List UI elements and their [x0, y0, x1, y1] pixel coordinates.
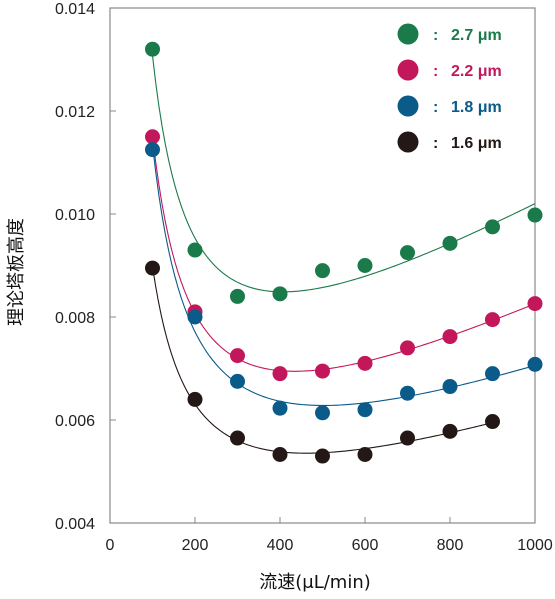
data-point	[187, 242, 203, 258]
data-point	[400, 385, 415, 401]
legend-colon: :	[433, 135, 438, 152]
data-point	[400, 430, 415, 446]
y-tick-label: 0.004	[55, 516, 95, 533]
data-point	[442, 379, 458, 395]
data-point	[315, 448, 330, 464]
data-point	[145, 142, 160, 158]
data-point	[187, 309, 203, 325]
legend-colon: :	[433, 27, 438, 44]
y-axis-label: 理论塔板高度	[6, 218, 27, 326]
y-tick-label: 0.014	[55, 1, 95, 18]
fit-curve	[151, 144, 536, 407]
data-point	[145, 129, 160, 145]
data-point	[145, 41, 160, 57]
x-tick-label: 400	[267, 537, 294, 554]
data-point	[357, 402, 373, 418]
data-point	[272, 286, 288, 302]
data-point	[442, 423, 458, 439]
data-point	[357, 258, 373, 273]
axes	[109, 7, 536, 524]
legend-marker	[397, 95, 419, 117]
fit-curve	[151, 55, 536, 293]
data-points	[145, 41, 543, 464]
x-tick-label: 0	[106, 537, 115, 554]
legend: :2.7 μm: 2.2 μm: 1.8 μm: 1.6 μm	[397, 23, 502, 153]
data-point	[315, 263, 330, 279]
legend-colon: :	[433, 99, 438, 116]
legend-label: 1.6 μm	[451, 135, 502, 152]
x-tick-label: 1000	[517, 537, 553, 554]
data-point	[442, 235, 458, 251]
x-tick-labels: 0 200 400 600 800 1000	[106, 537, 553, 554]
data-point	[527, 207, 543, 223]
data-point	[485, 219, 500, 235]
data-point	[485, 312, 500, 328]
x-tick-label: 600	[352, 537, 379, 554]
x-axis-label: 流速(μL/min)	[259, 572, 371, 593]
data-point	[442, 329, 458, 345]
legend-label: 2.2 μm	[451, 63, 502, 80]
data-point	[315, 363, 330, 379]
fit-curve	[151, 135, 536, 372]
data-point	[230, 430, 245, 446]
data-point	[485, 366, 500, 382]
plot-frame	[109, 7, 536, 524]
data-point	[400, 245, 415, 261]
data-point	[400, 340, 415, 356]
fit-curve	[151, 266, 493, 454]
data-point	[230, 373, 245, 389]
legend-marker	[397, 23, 419, 45]
x-tick-label: 800	[437, 537, 464, 554]
y-tick-labels: 0.004 0.006 0.008 0.010 0.012 0.014	[55, 1, 95, 533]
data-point	[357, 447, 373, 463]
legend-label: 2.7 μm	[451, 27, 502, 44]
data-point	[315, 405, 330, 421]
x-tick-label: 200	[182, 537, 209, 554]
data-point	[527, 356, 543, 372]
y-tick-label: 0.012	[55, 104, 95, 121]
data-point	[527, 296, 543, 312]
data-point	[272, 366, 288, 382]
y-tick-label: 0.006	[55, 413, 95, 430]
data-point	[230, 288, 245, 304]
legend-marker	[397, 131, 419, 153]
legend-colon: :	[433, 63, 438, 80]
data-point	[485, 414, 500, 430]
y-tick-label: 0.008	[55, 310, 95, 327]
y-tick-label: 0.010	[55, 207, 95, 224]
data-point	[272, 400, 288, 416]
data-point	[187, 391, 203, 407]
data-point	[272, 447, 288, 463]
legend-label: 1.8 μm	[451, 99, 502, 116]
data-point	[230, 348, 245, 364]
data-point	[145, 260, 160, 276]
data-point	[357, 355, 373, 371]
legend-marker	[397, 59, 419, 81]
